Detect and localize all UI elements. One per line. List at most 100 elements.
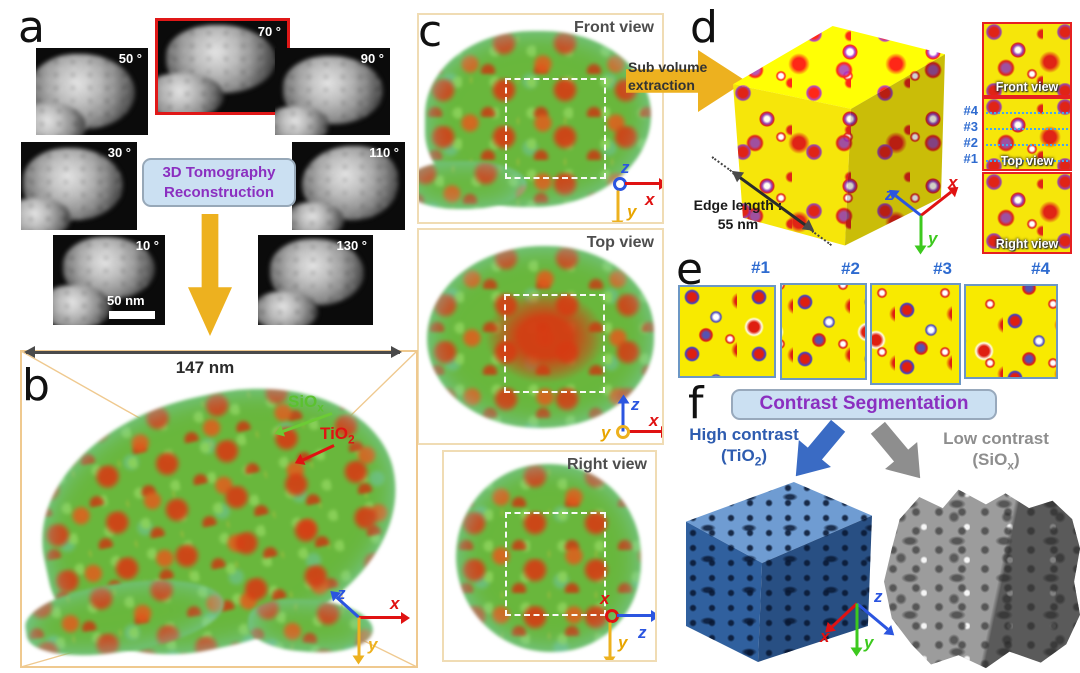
slice-3-image bbox=[870, 283, 961, 385]
y-axis-origin-circle bbox=[616, 425, 630, 439]
strip-right-view: Right view bbox=[982, 172, 1072, 254]
width-dimension-arrow bbox=[24, 346, 402, 358]
x-axis-arrow bbox=[359, 611, 410, 624]
tilt-angle-label: 10 ° bbox=[135, 238, 159, 253]
siox-annotation: SiOx bbox=[288, 392, 324, 414]
subvolume-dashed-box bbox=[504, 294, 605, 393]
y-axis-label: y bbox=[368, 635, 378, 654]
low-formula-close: ) bbox=[1013, 450, 1020, 470]
particle-blob bbox=[292, 202, 344, 230]
siox-sub: x bbox=[317, 400, 324, 415]
z-axis-label: z bbox=[337, 584, 346, 603]
y-axis-label: y bbox=[864, 633, 874, 652]
subvolume-line2: extraction bbox=[628, 77, 695, 94]
tilt-angle-label: 130 ° bbox=[336, 238, 367, 253]
low-contrast-line1: Low contrast bbox=[943, 429, 1049, 448]
tem-image-30deg: 30 ° bbox=[21, 142, 137, 230]
z-axis-label: z bbox=[638, 623, 647, 642]
process-line2: Reconstruction bbox=[163, 183, 274, 201]
tem-image-130deg: 130 ° bbox=[258, 235, 373, 325]
y-axis-arrow bbox=[851, 603, 863, 657]
panel-c-label: c bbox=[418, 6, 443, 57]
x-axis-label: x bbox=[600, 589, 610, 608]
strip-front-view-label: Front view bbox=[995, 80, 1059, 94]
subvolume-extraction-label: Sub volume extraction bbox=[628, 58, 728, 94]
y-axis-label: y bbox=[627, 202, 637, 221]
cube-front-face bbox=[733, 84, 852, 246]
low-formula-sub: x bbox=[1007, 458, 1014, 473]
strip-front-view: Front view bbox=[982, 22, 1072, 97]
slice-1-image bbox=[678, 285, 776, 378]
tilt-angle-label: 70 ° bbox=[257, 24, 281, 39]
volume-top-view bbox=[427, 246, 654, 428]
panel-f-label: f bbox=[688, 378, 704, 429]
slice-4-image bbox=[964, 284, 1058, 379]
tem-image-110deg: 110 ° bbox=[292, 142, 405, 230]
x-axis-label: x bbox=[948, 173, 958, 192]
tio2-segmented-cube bbox=[686, 482, 872, 662]
y-axis-arrow bbox=[604, 622, 616, 660]
slice-marker-4: #4 bbox=[963, 103, 978, 118]
strip-top-view: Top view bbox=[982, 97, 1072, 171]
slice-2-label: #2 bbox=[841, 259, 860, 278]
slice-3-label: #3 bbox=[933, 259, 952, 278]
subvolume-line1: Sub volume bbox=[628, 59, 708, 75]
front-view-title: Front view bbox=[573, 19, 654, 36]
tem-image-10deg: 10 ° 50 nm bbox=[53, 235, 165, 325]
tio2-text: TiO bbox=[320, 424, 349, 443]
particle-blob bbox=[53, 285, 111, 325]
low-formula: (SiO bbox=[972, 450, 1008, 470]
y-axis-arrow bbox=[353, 617, 365, 665]
edge-line2: 55 nm bbox=[717, 215, 759, 232]
tem-image-70deg-highlighted: 70 ° bbox=[155, 18, 290, 115]
top-view-title: Top view bbox=[586, 234, 654, 251]
x-axis-arrow bbox=[629, 425, 662, 438]
x-axis-label: x bbox=[820, 627, 830, 646]
strip-right-view-label: Right view bbox=[995, 237, 1059, 251]
edge-line1: Edge length : bbox=[693, 197, 783, 213]
edge-dotted-extension bbox=[711, 156, 733, 172]
panel-d-label: d bbox=[690, 2, 718, 53]
tem-image-50deg: 50 ° bbox=[36, 48, 148, 135]
slice-marker-line-2 bbox=[986, 144, 1068, 146]
particle-blob bbox=[258, 291, 318, 325]
slice-4-label: #4 bbox=[1031, 259, 1050, 278]
edge-length-label: Edge length : 55 nm bbox=[686, 196, 790, 234]
low-contrast-arrow-icon bbox=[862, 414, 937, 492]
process-line1: 3D Tomography bbox=[162, 164, 276, 181]
slice-marker-1: #1 bbox=[963, 151, 978, 166]
slice-1-label: #1 bbox=[751, 258, 770, 277]
tilt-angle-label: 30 ° bbox=[107, 145, 131, 160]
top-view-panel: Top view z x y bbox=[417, 228, 664, 445]
y-axis-label: y bbox=[618, 633, 628, 652]
z-axis-label: z bbox=[874, 587, 883, 606]
scale-bar-label: 50 nm bbox=[107, 293, 145, 308]
y-axis-label: y bbox=[928, 229, 938, 248]
slice-2-image bbox=[780, 283, 867, 380]
tem-image-90deg: 90 ° bbox=[275, 48, 390, 135]
high-formula-sub: 2 bbox=[754, 454, 762, 469]
high-formula-close: ) bbox=[761, 446, 767, 466]
panel-a-label: a bbox=[18, 2, 45, 53]
x-axis-arrow bbox=[625, 177, 662, 190]
slice-marker-line-4 bbox=[986, 112, 1068, 114]
right-view-title: Right view bbox=[566, 456, 647, 473]
slice-marker-3: #3 bbox=[963, 119, 978, 134]
y-axis-arrow bbox=[612, 190, 624, 222]
high-formula: (TiO bbox=[721, 446, 755, 466]
siox-segmented-structure bbox=[884, 489, 1080, 669]
x-axis-label: x bbox=[390, 594, 400, 613]
tio2-annotation: TiO2 bbox=[320, 424, 355, 446]
z-axis-label: z bbox=[631, 395, 640, 414]
subvolume-dashed-box bbox=[505, 78, 606, 179]
front-view-panel: Front view z x y bbox=[417, 13, 664, 224]
subvolume-dashed-box bbox=[505, 512, 606, 616]
down-arrow-icon bbox=[188, 214, 232, 336]
tilt-angle-label: 50 ° bbox=[118, 51, 142, 66]
slice-marker-line-3 bbox=[986, 128, 1068, 130]
y-axis-label: y bbox=[601, 423, 611, 442]
high-contrast-line1: High contrast bbox=[689, 425, 799, 444]
y-axis-arrow bbox=[915, 215, 927, 255]
subvolume-cube bbox=[733, 26, 945, 250]
